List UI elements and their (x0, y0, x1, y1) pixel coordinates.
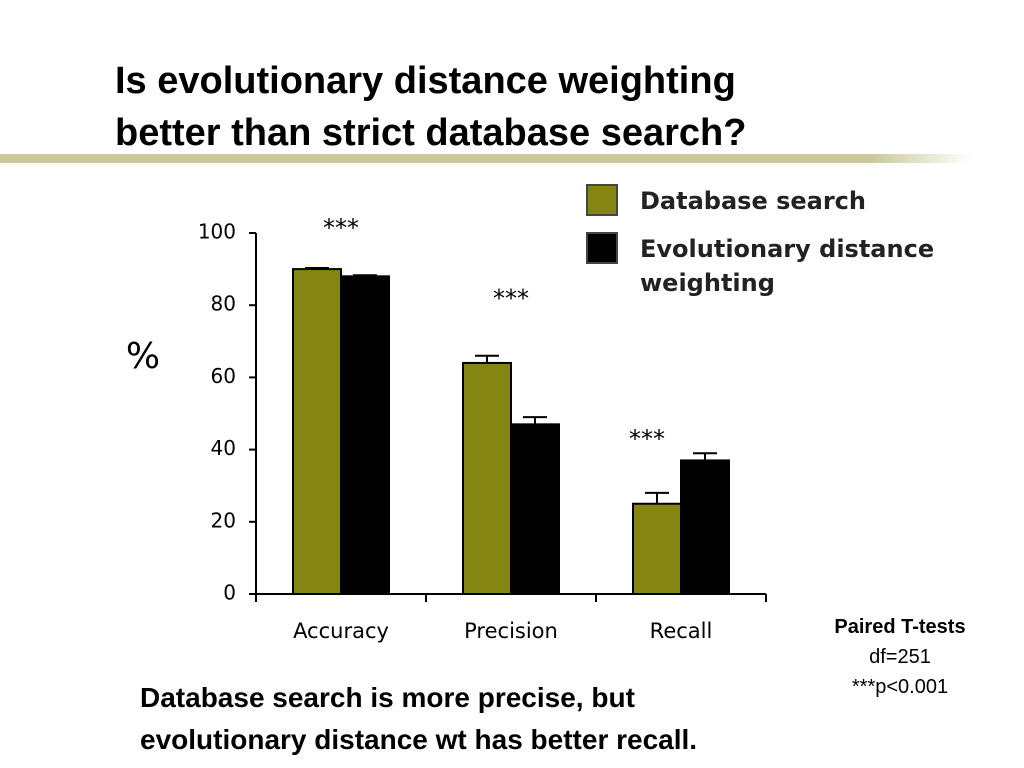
bar (510, 423, 560, 595)
test-note: ***p<0.001 (851, 676, 949, 698)
y-tick-label: 100 (198, 220, 236, 244)
y-tick-label: 0 (223, 581, 236, 605)
legend-entry: Evolutionary distance weighting (586, 232, 1000, 300)
bar (340, 275, 390, 595)
error-bar (693, 452, 717, 461)
error-bar (645, 491, 669, 504)
test-note: df=251 (869, 646, 931, 668)
header-rule (0, 154, 1024, 163)
significance: *** (493, 285, 529, 313)
caption: evolutionary distance wt has better reca… (140, 724, 698, 755)
y-tick-label: 60 (211, 364, 236, 388)
bar (632, 502, 682, 595)
legend-entry: Database search (586, 184, 1000, 218)
caption: Database search is more precise, but (140, 682, 635, 713)
x-tick-label: Accuracy (293, 619, 389, 643)
slide-title: Is evolutionary distance weighting (115, 60, 736, 102)
x-tick-label: Precision (464, 619, 558, 643)
significance: *** (323, 214, 359, 242)
bar (680, 459, 730, 595)
error-bar (475, 354, 499, 363)
error-bar (523, 416, 547, 425)
legend-label: Database search (640, 187, 866, 215)
y-axis-label: % (126, 336, 160, 377)
error-bar (305, 267, 329, 270)
legend-swatch (586, 184, 618, 216)
bar (462, 361, 512, 595)
legend-label: Evolutionary distance weighting (640, 235, 935, 297)
bar (292, 268, 342, 595)
y-tick-label: 80 (211, 292, 236, 316)
y-tick-label: 40 (211, 436, 236, 460)
significance: *** (629, 425, 665, 453)
y-tick-label: 20 (211, 508, 236, 532)
test-note: Paired T-tests (834, 616, 966, 638)
legend-swatch (586, 232, 618, 264)
error-bar (353, 274, 377, 277)
slide-title: better than strict database search? (115, 112, 747, 154)
x-tick-label: Recall (650, 619, 713, 643)
